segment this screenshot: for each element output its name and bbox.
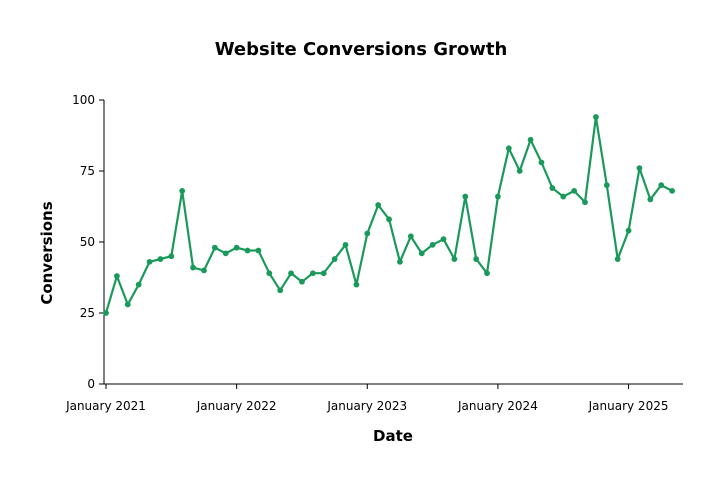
x-tick-label: January 2022 [196,399,277,413]
data-point [331,256,338,262]
x-ticks: January 2021 January 2022 January 2023 Janu… [65,384,668,413]
data-point [538,159,545,166]
data-point [288,270,294,277]
data-point [255,247,262,254]
data-point [549,185,556,191]
data-point [266,270,273,277]
data-point [429,241,436,248]
data-point [527,136,534,143]
series-line [104,115,673,314]
x-tick-label: January 2024 [457,399,538,413]
data-point [593,114,599,120]
data-point [658,182,665,189]
y-ticks: 0 25 50 75 100 [72,93,104,391]
y-tick-label: 75 [80,164,95,178]
y-tick-label: 50 [80,235,95,249]
data-point [135,281,142,288]
data-point [418,250,425,257]
x-axis-label: Date [373,427,413,445]
data-point [571,187,578,194]
data-point [233,244,240,251]
y-tick-label: 0 [87,377,95,391]
data-point [201,267,207,274]
data-point [462,193,469,200]
data-point [473,256,480,262]
data-point [451,256,458,262]
data-point [397,258,403,265]
chart-title: Website Conversions Growth [215,39,508,60]
data-point [614,256,621,262]
data-point [277,287,284,294]
axes [103,100,683,385]
data-point [244,247,251,254]
x-tick-label: January 2023 [326,399,407,413]
data-point [222,250,229,257]
data-point [146,258,153,265]
data-point [375,202,382,208]
x-tick-label: January 2025 [588,399,669,413]
data-point [603,182,610,189]
data-point [407,233,414,240]
y-tick-label: 25 [80,306,95,320]
data-point [157,256,164,262]
data-point [386,216,392,223]
data-point [168,253,175,260]
data-point [516,168,523,174]
data-point [113,273,120,279]
data-point [582,199,588,206]
data-point [103,310,109,316]
data-point [625,227,632,234]
data-point [309,270,316,277]
data-point [190,264,196,271]
data-point [484,270,490,277]
data-point [636,165,643,172]
data-point [560,193,567,200]
data-point [647,196,654,203]
data-point [320,270,327,277]
data-point [669,187,676,194]
data-point [299,278,305,285]
data-point [211,244,218,251]
data-point [440,236,447,243]
data-point [364,230,371,237]
y-tick-label: 100 [72,93,95,107]
x-tick-label: January 2021 [65,399,146,413]
series-layer [103,114,676,316]
data-point [342,241,349,248]
y-axis-label: Conversions [38,201,56,304]
data-point [179,187,186,194]
data-point [495,193,501,200]
data-point [505,145,512,152]
data-point [353,281,360,288]
data-point [124,301,131,308]
